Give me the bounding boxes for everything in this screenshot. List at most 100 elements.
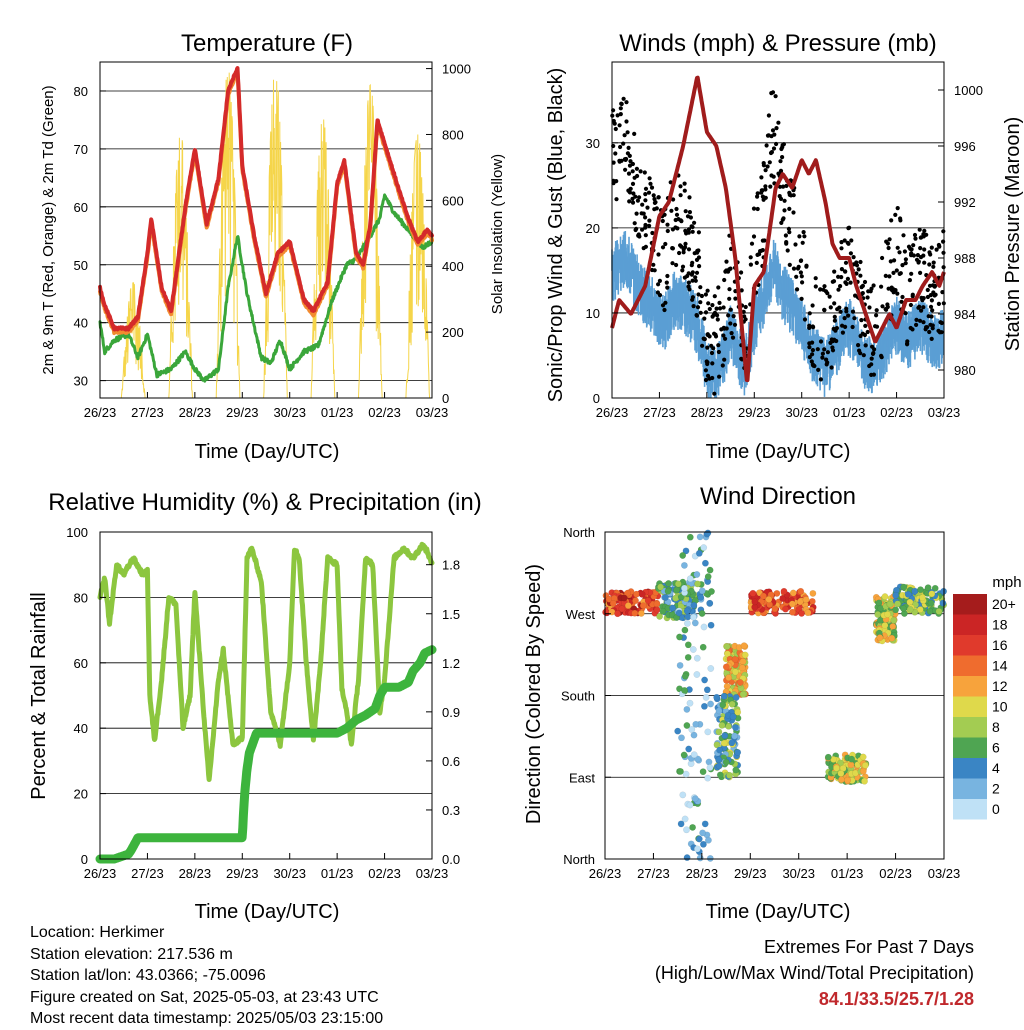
gust-point — [887, 237, 892, 242]
gust-point — [810, 348, 816, 353]
wind-direction-points — [602, 529, 948, 862]
gust-point — [758, 249, 763, 254]
gust-point — [656, 282, 661, 287]
gust-point — [652, 197, 657, 202]
gust-point — [694, 270, 700, 275]
gust-point — [799, 274, 804, 279]
gust-point — [818, 287, 823, 292]
wind-direction-point — [724, 650, 731, 658]
gust-point — [851, 255, 856, 260]
gust-point — [929, 336, 934, 341]
gust-point — [624, 100, 629, 105]
gust-point — [654, 206, 659, 211]
gust-point — [771, 146, 777, 151]
gust-point — [674, 206, 679, 212]
gust-point — [783, 233, 789, 238]
gust-point — [660, 245, 666, 250]
gust-point — [714, 306, 719, 311]
wind-direction-point — [788, 600, 796, 608]
gust-point — [769, 91, 774, 96]
wind-direction-point — [888, 634, 896, 642]
gust-point — [647, 223, 652, 228]
wind-direction-point — [665, 580, 672, 587]
gust-point — [613, 151, 618, 156]
speed-legend-label: 8 — [992, 719, 1000, 735]
gust-point — [863, 323, 868, 328]
gust-point — [705, 288, 710, 293]
wind-direction-point — [838, 776, 845, 783]
wind-direction-point — [669, 604, 676, 612]
gust-point — [921, 320, 926, 325]
gust-point — [859, 318, 864, 323]
gust-point — [900, 263, 905, 268]
gust-point — [839, 267, 845, 272]
gust-point — [703, 292, 709, 297]
wind-direction-point — [931, 584, 939, 592]
gust-point — [724, 259, 729, 264]
gust-point — [776, 171, 781, 176]
wind-direction-point — [686, 699, 694, 707]
wind-direction-point — [700, 544, 708, 551]
gust-point — [927, 262, 932, 267]
x-tick-label: 29/23 — [734, 866, 767, 881]
wind-direction-point — [698, 587, 706, 595]
winds-title: Winds (mph) & Pressure (mb) — [619, 30, 936, 57]
y2-tick-label: 1.2 — [442, 656, 460, 671]
gust-point — [848, 251, 854, 256]
gust-point — [929, 245, 934, 250]
gust-point — [626, 145, 631, 150]
gust-point — [899, 299, 904, 304]
gust-point — [695, 305, 701, 310]
gust-point — [871, 283, 876, 288]
gust-point — [656, 195, 661, 200]
speed-legend-label: 0 — [992, 801, 1000, 817]
gust-point — [843, 260, 849, 265]
gust-point — [709, 350, 715, 356]
gust-point — [689, 263, 694, 268]
gust-point — [726, 269, 731, 274]
temperature-series — [98, 66, 434, 383]
wind-direction-y-ticks: North East South West North — [561, 525, 611, 867]
gust-point — [785, 248, 790, 253]
gust-point — [693, 275, 698, 280]
gust-point — [793, 242, 798, 247]
gust-point — [848, 280, 853, 285]
gust-point — [852, 316, 857, 321]
dewpoint-line — [98, 193, 434, 383]
humidity-y-label: Percent & Total Rainfall — [28, 592, 50, 800]
gust-point — [674, 262, 679, 268]
gust-point — [891, 270, 896, 275]
gust-point — [683, 209, 688, 214]
gust-point — [773, 94, 778, 99]
gust-point — [925, 325, 930, 330]
gust-point — [665, 285, 670, 290]
gust-point — [931, 260, 936, 265]
wind-direction-point — [680, 751, 688, 759]
wind-direction-point — [696, 854, 704, 862]
x-tick-label: 30/23 — [273, 866, 306, 881]
wind-direction-point — [681, 672, 689, 680]
gust-point — [739, 270, 744, 275]
x-tick-label: 28/23 — [691, 405, 724, 420]
extremes-values: 84.1/33.5/25.7/1.28 — [818, 989, 974, 1009]
wind-direction-y-label: Direction (Colored By Speed) — [523, 564, 545, 824]
gust-point — [927, 250, 932, 255]
wind-direction-point — [677, 768, 684, 775]
speed-legend-swatch — [953, 594, 987, 615]
gust-point — [791, 210, 796, 215]
wind-direction-point — [691, 619, 699, 627]
gust-point — [715, 317, 720, 322]
gust-point — [799, 258, 804, 263]
wind-direction-point — [644, 597, 652, 605]
gust-point — [618, 106, 623, 111]
gust-point — [813, 276, 818, 281]
y-tick-label: South — [561, 689, 595, 704]
gust-point — [614, 179, 619, 184]
wind-direction-point — [728, 700, 736, 708]
gust-point — [928, 293, 933, 298]
wind-direction-point — [691, 795, 699, 803]
gust-point — [933, 283, 938, 288]
y2-tick-label: 0 — [442, 391, 449, 406]
gust-point — [831, 338, 836, 344]
gust-point — [857, 348, 862, 353]
